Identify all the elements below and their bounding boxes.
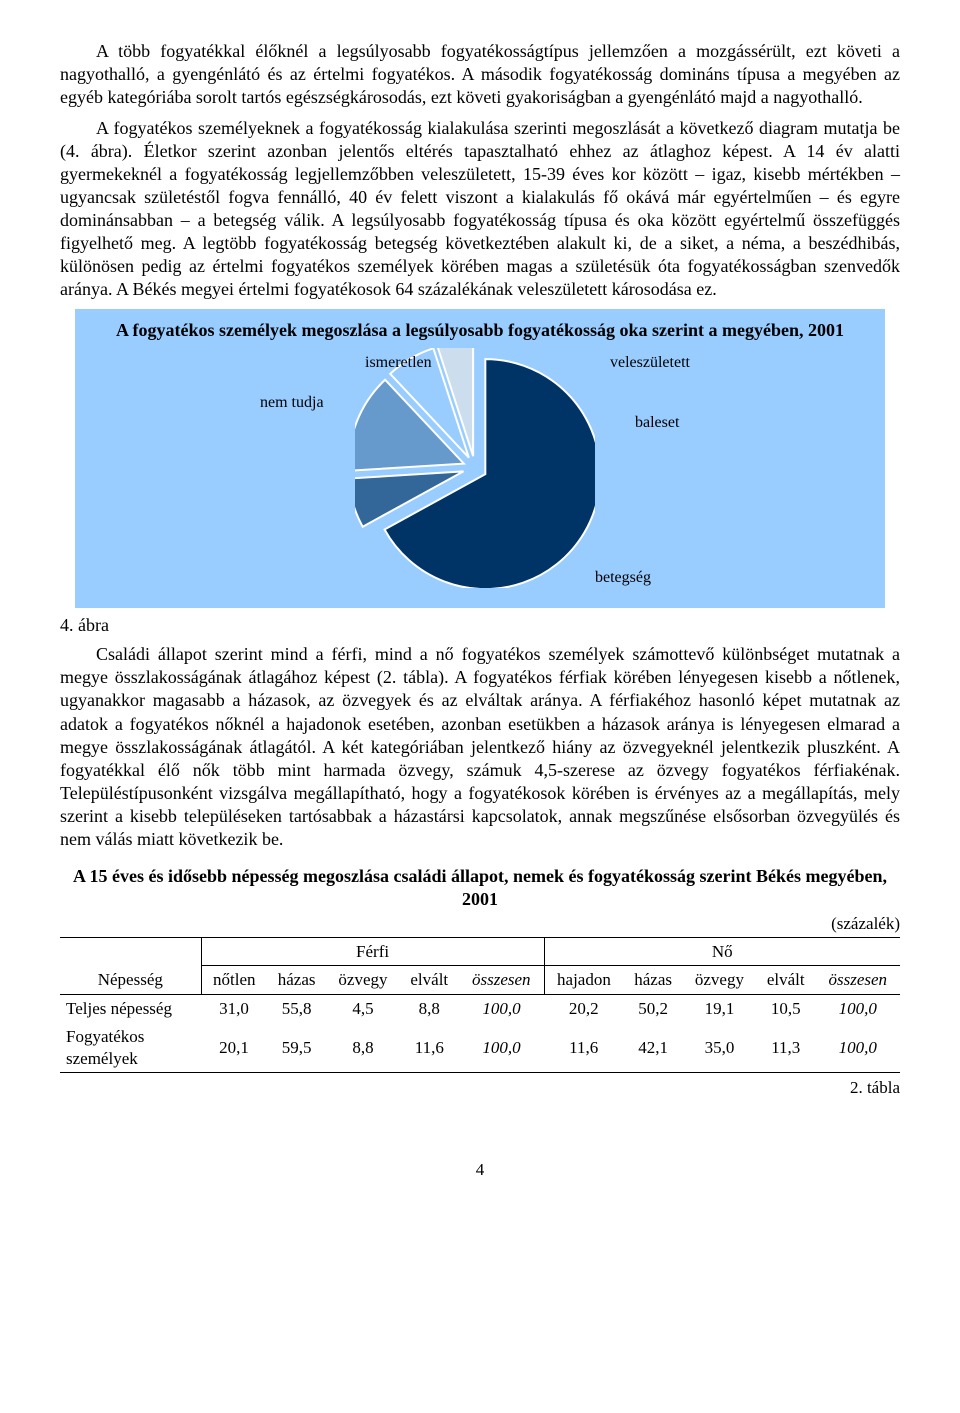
- data-cell: 100,0: [459, 995, 544, 1023]
- data-cell: 8,8: [326, 1023, 399, 1073]
- col-header: hajadon: [544, 966, 623, 995]
- table-caption: 2. tábla: [60, 1077, 900, 1099]
- col-group-no: Nő: [544, 937, 900, 966]
- data-cell: 100,0: [816, 995, 900, 1023]
- col-header: összesen: [459, 966, 544, 995]
- data-cell: 100,0: [459, 1023, 544, 1073]
- col-header: özvegy: [326, 966, 399, 995]
- chart-slice-label: nem tudja: [260, 393, 324, 413]
- paragraph-1: A több fogyatékkal élőknél a legsúlyosab…: [60, 40, 900, 109]
- chart-area: betegség baleset veleszületett ismeretlen ne…: [75, 348, 885, 608]
- table-title: A 15 éves és idősebb népesség megoszlása…: [60, 865, 900, 911]
- chart-slice-label: veleszületett: [610, 353, 690, 373]
- row-label: Teljes népesség: [60, 995, 201, 1023]
- data-cell: 4,5: [326, 995, 399, 1023]
- chart-title: A fogyatékos személyek megoszlása a legs…: [75, 309, 885, 348]
- data-cell: 35,0: [683, 1023, 756, 1073]
- pie-chart-box: A fogyatékos személyek megoszlása a legs…: [75, 309, 885, 608]
- data-cell: 59,5: [267, 1023, 327, 1073]
- table-unit: (százalék): [60, 913, 900, 935]
- col-header: özvegy: [683, 966, 756, 995]
- row-label: Fogyatékosszemélyek: [60, 1023, 201, 1073]
- col-header: elvált: [756, 966, 816, 995]
- data-table: Népesség Férfi Nő nőtlenházasözvegyelvál…: [60, 937, 900, 1074]
- col-header: nőtlen: [201, 966, 267, 995]
- paragraph-2: A fogyatékos személyeknek a fogyatékossá…: [60, 117, 900, 301]
- paragraph-3: Családi állapot szerint mind a férfi, mi…: [60, 643, 900, 850]
- data-cell: 100,0: [816, 1023, 900, 1073]
- chart-slice-label: baleset: [635, 413, 679, 433]
- col-header-nepesseg: Népesség: [60, 937, 201, 995]
- col-group-ferfi: Férfi: [201, 937, 544, 966]
- chart-slice-label: ismeretlen: [365, 353, 432, 373]
- col-header: házas: [267, 966, 327, 995]
- data-cell: 11,6: [400, 1023, 460, 1073]
- data-cell: 19,1: [683, 995, 756, 1023]
- page-number: 4: [60, 1159, 900, 1181]
- data-cell: 8,8: [400, 995, 460, 1023]
- col-header: elvált: [400, 966, 460, 995]
- data-cell: 11,3: [756, 1023, 816, 1073]
- data-cell: 55,8: [267, 995, 327, 1023]
- data-cell: 31,0: [201, 995, 267, 1023]
- data-cell: 11,6: [544, 1023, 623, 1073]
- col-header: összesen: [816, 966, 900, 995]
- chart-slice-label: betegség: [595, 568, 651, 588]
- pie-chart: [355, 348, 595, 588]
- figure-label: 4. ábra: [60, 614, 900, 637]
- data-cell: 42,1: [623, 1023, 683, 1073]
- data-cell: 20,1: [201, 1023, 267, 1073]
- data-cell: 50,2: [623, 995, 683, 1023]
- data-cell: 20,2: [544, 995, 623, 1023]
- col-header: házas: [623, 966, 683, 995]
- data-cell: 10,5: [756, 995, 816, 1023]
